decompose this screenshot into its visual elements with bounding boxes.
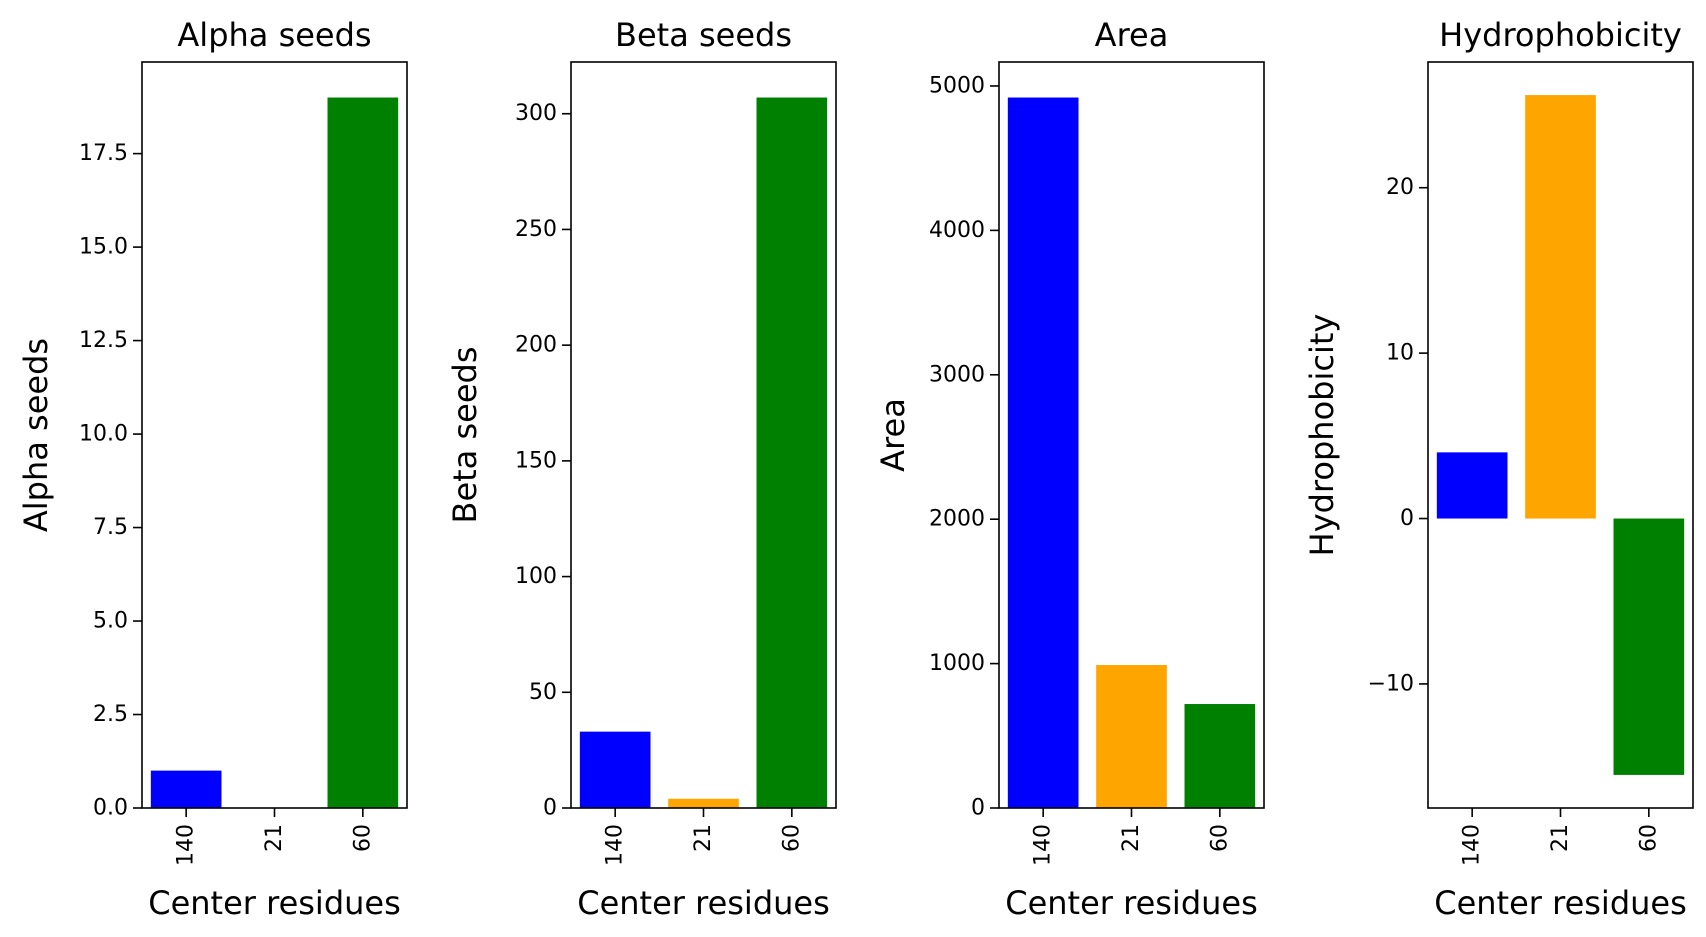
y-tick-label: 17.5	[79, 141, 128, 166]
x-tick-label: 140	[603, 824, 628, 866]
x-tick-label: 60	[779, 824, 804, 852]
y-axis-label: Alpha seeds	[17, 338, 55, 532]
y-tick-label: 0	[543, 796, 557, 821]
x-tick-label: 21	[691, 824, 716, 852]
x-tick-label: 21	[262, 824, 287, 852]
y-tick-label: 250	[515, 217, 557, 242]
bar-140	[579, 731, 651, 808]
y-tick-label: 12.5	[79, 328, 128, 353]
y-tick-label: 100	[515, 564, 557, 589]
x-axis-label: Center residues	[148, 884, 401, 922]
chart-panel: 0 50 100 150 200 250 300 140 21 60 Beta seeds Cente…	[446, 16, 837, 922]
y-tick-label: 0	[971, 796, 985, 821]
y-tick-label: 300	[515, 101, 557, 126]
chart-title: Area	[1095, 16, 1169, 54]
y-tick-label: 5000	[929, 73, 985, 98]
bar-21	[1525, 95, 1596, 519]
bar-60	[1613, 518, 1685, 775]
chart-title: Hydrophobicity	[1439, 16, 1682, 54]
chart-panel: 0.0 2.5 5.0 7.5 10.0 12.5 15.0 17.5 140 21 60 Alpha…	[17, 16, 408, 922]
y-tick-label: 2.5	[93, 702, 128, 727]
y-tick-label: 7.5	[93, 515, 128, 540]
x-tick-label: 60	[1636, 824, 1661, 852]
y-tick-label: 2000	[929, 507, 985, 532]
chart-panel: −10 0 10 20 140 21 60 Hydrophobicity Center resi…	[1303, 16, 1694, 922]
bar-60	[756, 97, 828, 809]
y-tick-label: 15.0	[79, 235, 128, 260]
chart-title: Beta seeds	[615, 16, 792, 54]
x-tick-label: 60	[1207, 824, 1232, 852]
y-axis-label: Beta seeds	[446, 347, 484, 524]
y-tick-label: 10	[1386, 341, 1414, 366]
bar-140	[1436, 452, 1508, 519]
y-axis-label: Hydrophobicity	[1303, 314, 1341, 557]
x-tick-label: 140	[1460, 824, 1485, 866]
x-axis-label: Center residues	[577, 884, 830, 922]
x-tick-label: 60	[350, 824, 375, 852]
x-tick-label: 21	[1548, 824, 1573, 852]
y-tick-label: −10	[1368, 671, 1414, 696]
y-tick-label: 4000	[929, 218, 985, 243]
bar-21	[1096, 665, 1167, 808]
y-tick-label: 150	[515, 448, 557, 473]
bar-140	[150, 770, 222, 808]
bar-60	[327, 97, 399, 809]
y-tick-label: 0	[1400, 506, 1414, 531]
chart-panel: 0 1000 2000 3000 4000 5000 140 21 60 Area Center r…	[874, 16, 1265, 922]
y-tick-label: 3000	[929, 362, 985, 387]
x-tick-label: 140	[174, 824, 199, 866]
y-tick-label: 200	[515, 333, 557, 358]
y-tick-label: 0.0	[93, 796, 128, 821]
x-axis-label: Center residues	[1434, 884, 1687, 922]
chart-title: Alpha seeds	[177, 16, 371, 54]
y-tick-label: 50	[529, 680, 557, 705]
bar-21	[668, 798, 739, 808]
y-axis-label: Area	[874, 398, 912, 472]
y-tick-label: 1000	[929, 651, 985, 676]
y-tick-label: 10.0	[79, 422, 128, 447]
y-tick-label: 5.0	[93, 609, 128, 634]
x-axis-label: Center residues	[1005, 884, 1258, 922]
y-tick-label: 20	[1386, 175, 1414, 200]
x-tick-label: 21	[1119, 824, 1144, 852]
bar-60	[1184, 704, 1256, 808]
x-tick-label: 140	[1031, 824, 1056, 866]
bar-140	[1007, 97, 1079, 809]
